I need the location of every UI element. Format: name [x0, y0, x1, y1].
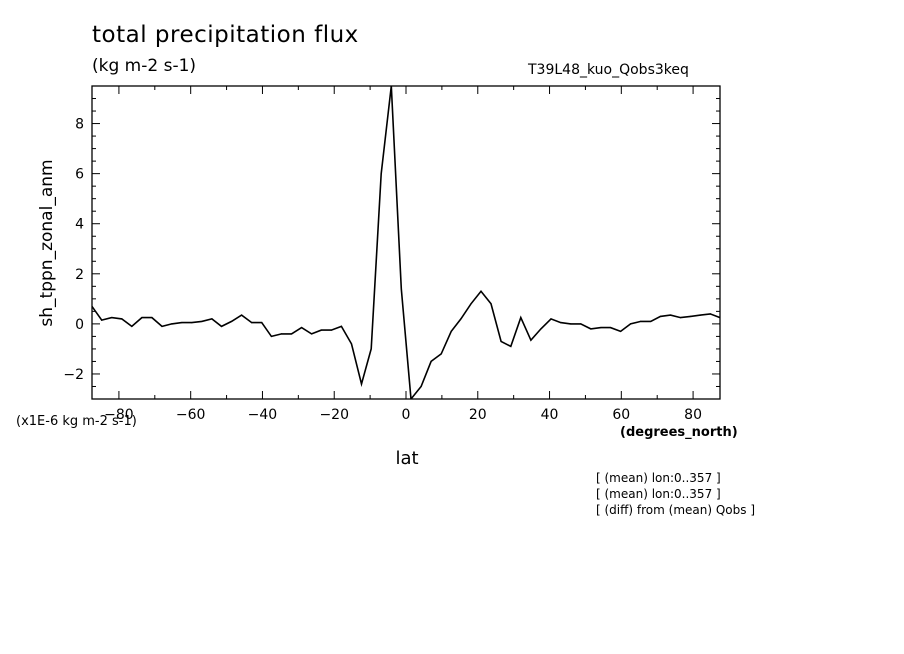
- data-point: [101, 319, 103, 321]
- data-point: [560, 322, 562, 324]
- data-point: [659, 315, 662, 317]
- x-tick-label: 60: [612, 407, 630, 423]
- data-point: [619, 330, 622, 332]
- data-point: [171, 323, 173, 325]
- data-point: [630, 323, 632, 325]
- data-point: [261, 322, 263, 324]
- data-point: [121, 318, 123, 320]
- plot-frame: [91, 85, 721, 400]
- data-point: [650, 320, 652, 322]
- footnote: [ (mean) lon:0..357 ]: [596, 471, 721, 485]
- data-point: [360, 383, 363, 385]
- data-point: [570, 323, 572, 325]
- y-tick-label: 2: [75, 267, 84, 283]
- data-point: [251, 322, 253, 324]
- data-point: [280, 333, 283, 335]
- data-point: [330, 329, 332, 331]
- y-tick-label: −2: [63, 367, 84, 383]
- x-tick-label: 40: [541, 407, 559, 423]
- data-point: [580, 323, 582, 325]
- data-point: [470, 303, 472, 305]
- y-tick-label: 0: [75, 317, 84, 333]
- data-point: [490, 303, 492, 305]
- data-point: [709, 313, 711, 315]
- data-point: [609, 327, 612, 329]
- x-tick-label: 80: [684, 407, 702, 423]
- data-point: [420, 385, 422, 388]
- data-point: [689, 315, 692, 317]
- data-point: [111, 317, 113, 319]
- footnote: [ (diff) from (mean) Qobs ]: [596, 503, 755, 517]
- data-point: [241, 314, 243, 316]
- x-tick-label: 0: [402, 407, 411, 423]
- data-point: [191, 322, 193, 324]
- data-point: [131, 325, 133, 327]
- run-name: T39L48_kuo_Qobs3keq: [528, 62, 689, 78]
- data-point: [161, 325, 163, 327]
- data-point: [350, 343, 353, 345]
- data-point: [141, 317, 143, 319]
- data-point: [320, 329, 322, 331]
- data-point: [679, 317, 682, 319]
- y-tick-label: 4: [75, 217, 84, 233]
- x-tick-label: −60: [176, 407, 206, 423]
- data-point: [540, 328, 542, 330]
- y-tick-label: 8: [75, 117, 84, 133]
- data-point: [500, 340, 502, 343]
- data-point: [590, 328, 592, 330]
- x-units-label: (degrees_north): [620, 425, 738, 440]
- data-point: [400, 288, 402, 290]
- y-axis-label: sh_tppn_zonal_anm: [37, 159, 57, 326]
- data-point: [430, 360, 432, 363]
- data-point: [220, 325, 223, 327]
- data-point: [151, 317, 153, 319]
- footnote: [ (mean) lon:0..357 ]: [596, 487, 721, 501]
- x-tick-label: −40: [248, 407, 278, 423]
- data-point: [270, 335, 273, 337]
- data-point: [211, 318, 213, 320]
- footnotes: [ (mean) lon:0..357 ] [ (mean) lon:0..35…: [596, 470, 755, 518]
- data-point: [510, 345, 512, 348]
- data-point: [669, 314, 672, 316]
- data-point: [311, 333, 313, 335]
- data-point: [370, 348, 372, 350]
- tick-marks: [92, 86, 720, 399]
- y-tick-label: 6: [75, 167, 84, 183]
- data-point: [640, 320, 642, 322]
- data-point: [230, 320, 233, 322]
- data-point: [440, 353, 442, 355]
- data-point: [550, 318, 552, 320]
- x-tick-label: −20: [319, 407, 349, 423]
- chart-units: (kg m-2 s-1): [92, 56, 197, 76]
- data-point: [380, 173, 382, 175]
- series-layer: [92, 86, 720, 399]
- x-axis-label: lat: [395, 448, 418, 469]
- data-point: [340, 325, 343, 327]
- data-point: [520, 317, 522, 319]
- series-line: [92, 86, 720, 399]
- data-point: [181, 322, 183, 324]
- data-point: [460, 318, 462, 320]
- x-tick-label: −80: [104, 407, 134, 423]
- x-tick-label: 20: [469, 407, 487, 423]
- y-scale-label: (x1E-6 kg m-2 s-1): [16, 414, 137, 429]
- chart-title: total precipitation flux: [92, 22, 359, 48]
- data-point: [480, 290, 482, 292]
- data-point: [290, 333, 293, 335]
- data-point: [201, 320, 203, 322]
- data-point: [300, 327, 303, 329]
- data-point: [530, 339, 532, 341]
- data-point: [600, 327, 602, 329]
- data-point: [700, 314, 702, 316]
- data-point: [450, 330, 452, 332]
